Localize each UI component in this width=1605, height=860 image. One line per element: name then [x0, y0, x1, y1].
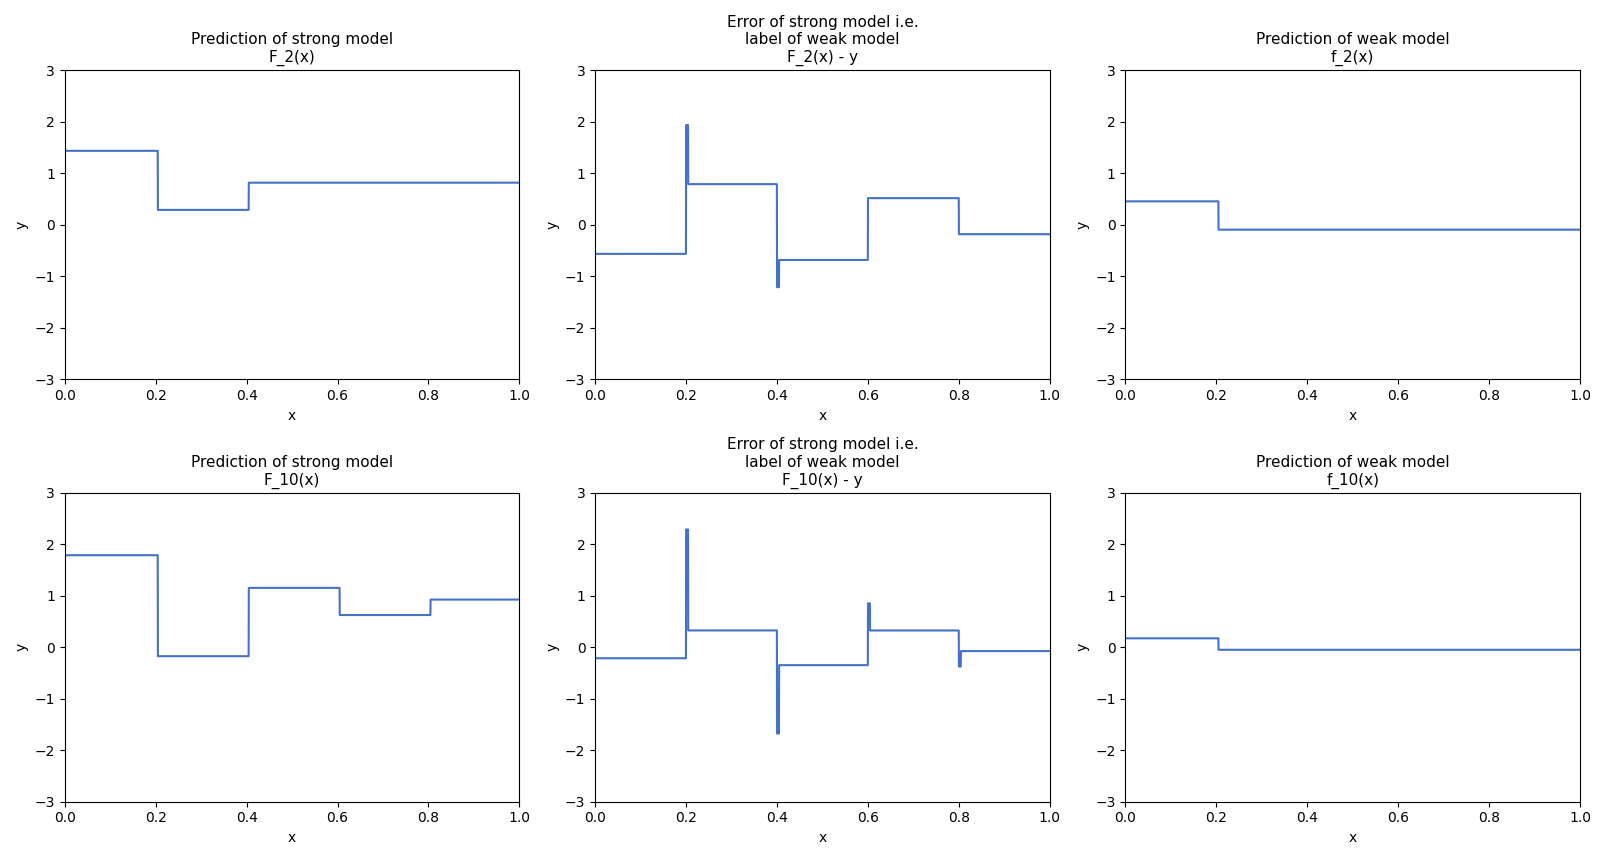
Y-axis label: y: y	[1075, 220, 1088, 229]
Title: Error of strong model i.e.
label of weak model
F_10(x) - y: Error of strong model i.e. label of weak…	[725, 438, 918, 488]
X-axis label: x: x	[287, 831, 295, 845]
Title: Prediction of weak model
f_2(x): Prediction of weak model f_2(x)	[1255, 33, 1449, 66]
X-axis label: x: x	[819, 408, 827, 422]
X-axis label: x: x	[1348, 831, 1356, 845]
Title: Error of strong model i.e.
label of weak model
F_2(x) - y: Error of strong model i.e. label of weak…	[725, 15, 918, 66]
Y-axis label: y: y	[14, 643, 29, 651]
X-axis label: x: x	[819, 831, 827, 845]
Y-axis label: y: y	[14, 220, 29, 229]
Title: Prediction of weak model
f_10(x): Prediction of weak model f_10(x)	[1255, 455, 1449, 488]
Y-axis label: y: y	[546, 643, 559, 651]
Y-axis label: y: y	[1075, 643, 1088, 651]
Title: Prediction of strong model
F_10(x): Prediction of strong model F_10(x)	[191, 455, 393, 488]
X-axis label: x: x	[287, 408, 295, 422]
Y-axis label: y: y	[546, 220, 559, 229]
X-axis label: x: x	[1348, 408, 1356, 422]
Title: Prediction of strong model
F_2(x): Prediction of strong model F_2(x)	[191, 33, 393, 66]
